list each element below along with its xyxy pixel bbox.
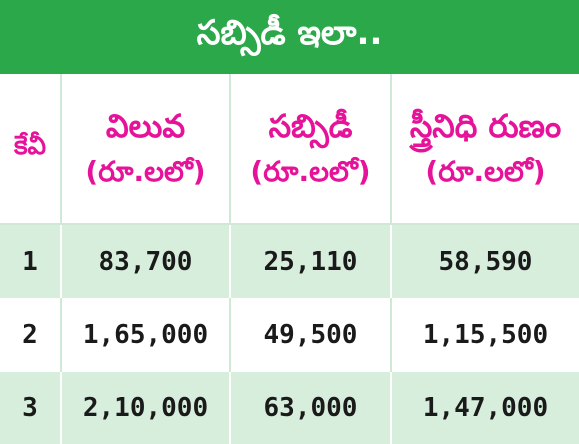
- subsidy-table: కేవీ విలువ (రూ.లలో) సబ్సిడీ (రూ.లలో) స్త…: [0, 74, 579, 444]
- table-row: 3 2,10,000 63,000 1,47,000: [0, 372, 579, 444]
- cell-value: 2,10,000: [61, 372, 231, 444]
- cell-value: 1,65,000: [61, 298, 231, 372]
- header-subsidy-unit: (రూ.లలో): [250, 154, 371, 188]
- cell-subsidy: 63,000: [230, 372, 392, 444]
- cell-kv: 2: [0, 298, 62, 372]
- header-loan: స్త్రీనిధి రుణం (రూ.లలో): [391, 74, 579, 225]
- page-title: సబ్సిడీ ఇలా..: [196, 13, 383, 53]
- header-value-label: విలువ: [105, 106, 186, 145]
- table-row: 1 83,700 25,110 58,590: [0, 224, 579, 298]
- header-subsidy-label: సబ్సిడీ: [268, 106, 353, 145]
- cell-loan: 1,15,500: [422, 320, 549, 350]
- cell-value: 83,700: [61, 224, 231, 298]
- header-value: విలువ (రూ.లలో): [61, 74, 231, 225]
- title-bar: సబ్సిడీ ఇలా..: [0, 0, 579, 74]
- cell-loan: 58,590: [438, 246, 533, 277]
- header-loan-unit: (రూ.లలో): [425, 154, 546, 188]
- header-subsidy: సబ్సిడీ (రూ.లలో): [230, 74, 392, 225]
- header-value-unit: (రూ.లలో): [85, 154, 206, 188]
- cell-subsidy: 25,110: [230, 224, 392, 298]
- cell-kv: 1: [0, 224, 62, 298]
- cell-loan: 1,47,000: [422, 393, 549, 423]
- cell-subsidy: 49,500: [230, 298, 392, 372]
- header-loan-label: స్త్రీనిధి రుణం: [409, 106, 562, 145]
- header-kv-label: కేవీ: [13, 130, 47, 161]
- table-header-row: కేవీ విలువ (రూ.లలో) సబ్సిడీ (రూ.లలో) స్త…: [0, 74, 579, 225]
- table-row: 2 1,65,000 49,500 1,15,500: [0, 298, 579, 372]
- cell-kv: 3: [0, 372, 62, 444]
- header-kv: కేవీ: [0, 74, 62, 225]
